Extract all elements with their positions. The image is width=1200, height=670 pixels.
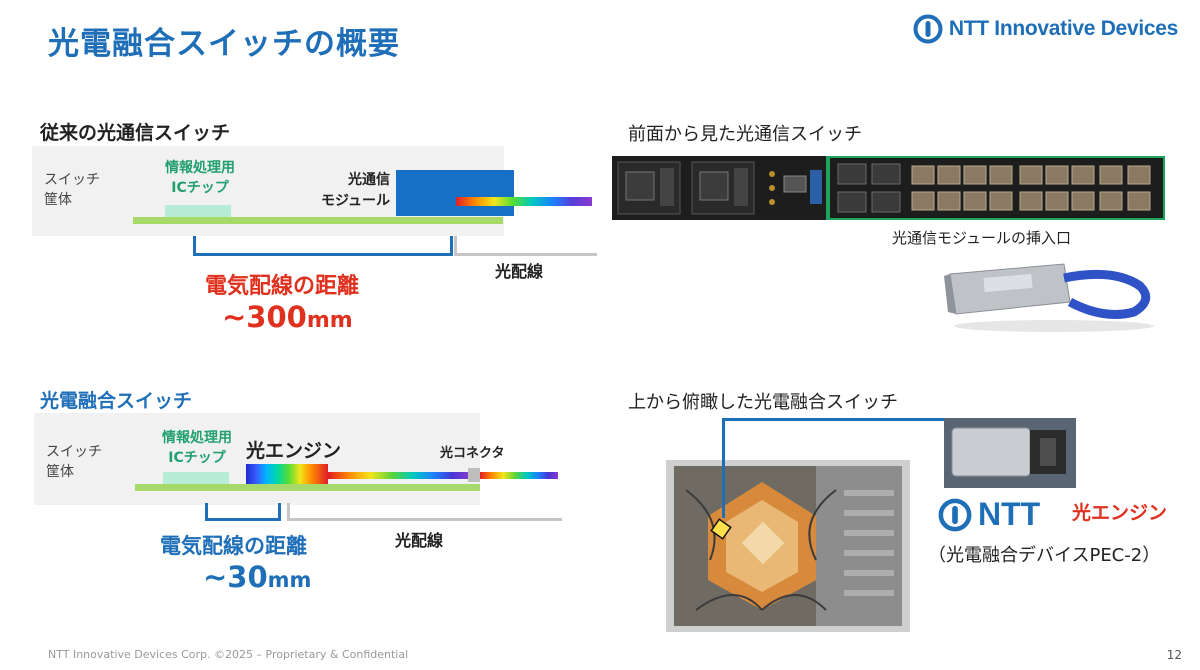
optical-engine	[246, 464, 328, 486]
cpo-connector-label: 光コネクタ	[440, 446, 505, 461]
company-logo: NTT Innovative Devices	[913, 12, 1178, 46]
optical-connector	[468, 468, 480, 482]
footer-text: NTT Innovative Devices Corp. ©2025 – Pro…	[48, 648, 409, 661]
cpo-distance-bracket	[205, 503, 281, 521]
conventional-chassis-label: スイッチ 筐体	[44, 172, 100, 208]
cpo-chip-label: 情報処理用 ICチップ	[162, 430, 232, 466]
cpo-distance-value: ~30	[203, 560, 268, 594]
cpo-chassis-label: スイッチ 筐体	[46, 444, 102, 480]
page-title: 光電融合スイッチの概要	[48, 26, 400, 62]
logo-text: NTT Innovative Devices	[948, 17, 1178, 40]
ntt-brand: NTT	[938, 496, 1040, 533]
engine-callout-line	[722, 418, 944, 518]
cpo-ic-chip	[163, 472, 229, 484]
cpo-fiber-bracket	[287, 503, 562, 521]
cpo-distance: ~30mm	[203, 560, 311, 594]
cpo-distance-unit: mm	[267, 568, 312, 592]
cpo-board-photo	[666, 460, 910, 632]
page-number: 12	[1166, 648, 1182, 662]
conventional-distance-value: ~300	[222, 300, 307, 334]
conventional-chip-label: 情報処理用 ICチップ	[165, 160, 235, 196]
conventional-ic-chip	[165, 205, 231, 217]
front-port-label: 光通信モジュールの挿入口	[892, 229, 1071, 247]
ntt-logo-icon	[913, 14, 943, 44]
conventional-distance-unit: mm	[306, 308, 353, 333]
optical-module	[396, 170, 514, 216]
front-view-caption: 前面から見た光通信スイッチ	[628, 124, 862, 145]
cpo-fiber-label: 光配線	[395, 531, 444, 550]
top-engine-label: 光エンジン	[1072, 502, 1168, 524]
ntt-logo-text: NTT	[978, 496, 1041, 532]
cpo-board	[135, 484, 480, 491]
device-label: （光電融合デバイスPEC-2）	[928, 545, 1161, 566]
conventional-fiber-bracket	[454, 236, 597, 256]
top-view-caption: 上から俯瞰した光電融合スイッチ	[628, 392, 898, 413]
ntt-logo-icon	[938, 498, 972, 531]
conventional-module-label: 光通信 モジュール	[320, 172, 390, 209]
optical-engine-photo	[944, 418, 1076, 488]
cpo-distance-label: 電気配線の距離	[160, 534, 307, 558]
cpo-heading: 光電融合スイッチ	[40, 390, 193, 412]
conventional-fiber	[456, 197, 592, 206]
cpo-fiber-inner	[328, 472, 470, 479]
switch-front-photo	[612, 156, 1165, 220]
conventional-heading: 従来の光通信スイッチ	[40, 122, 231, 144]
conventional-distance: ~300mm	[222, 300, 353, 334]
cpo-engine-label: 光エンジン	[246, 440, 342, 462]
conventional-board	[133, 217, 503, 224]
cpo-fiber-outer	[480, 472, 558, 479]
optical-module-photo	[944, 256, 1160, 332]
conventional-distance-bracket	[193, 236, 453, 256]
conventional-distance-label: 電気配線の距離	[205, 274, 360, 299]
conventional-fiber-label: 光配線	[495, 262, 544, 281]
